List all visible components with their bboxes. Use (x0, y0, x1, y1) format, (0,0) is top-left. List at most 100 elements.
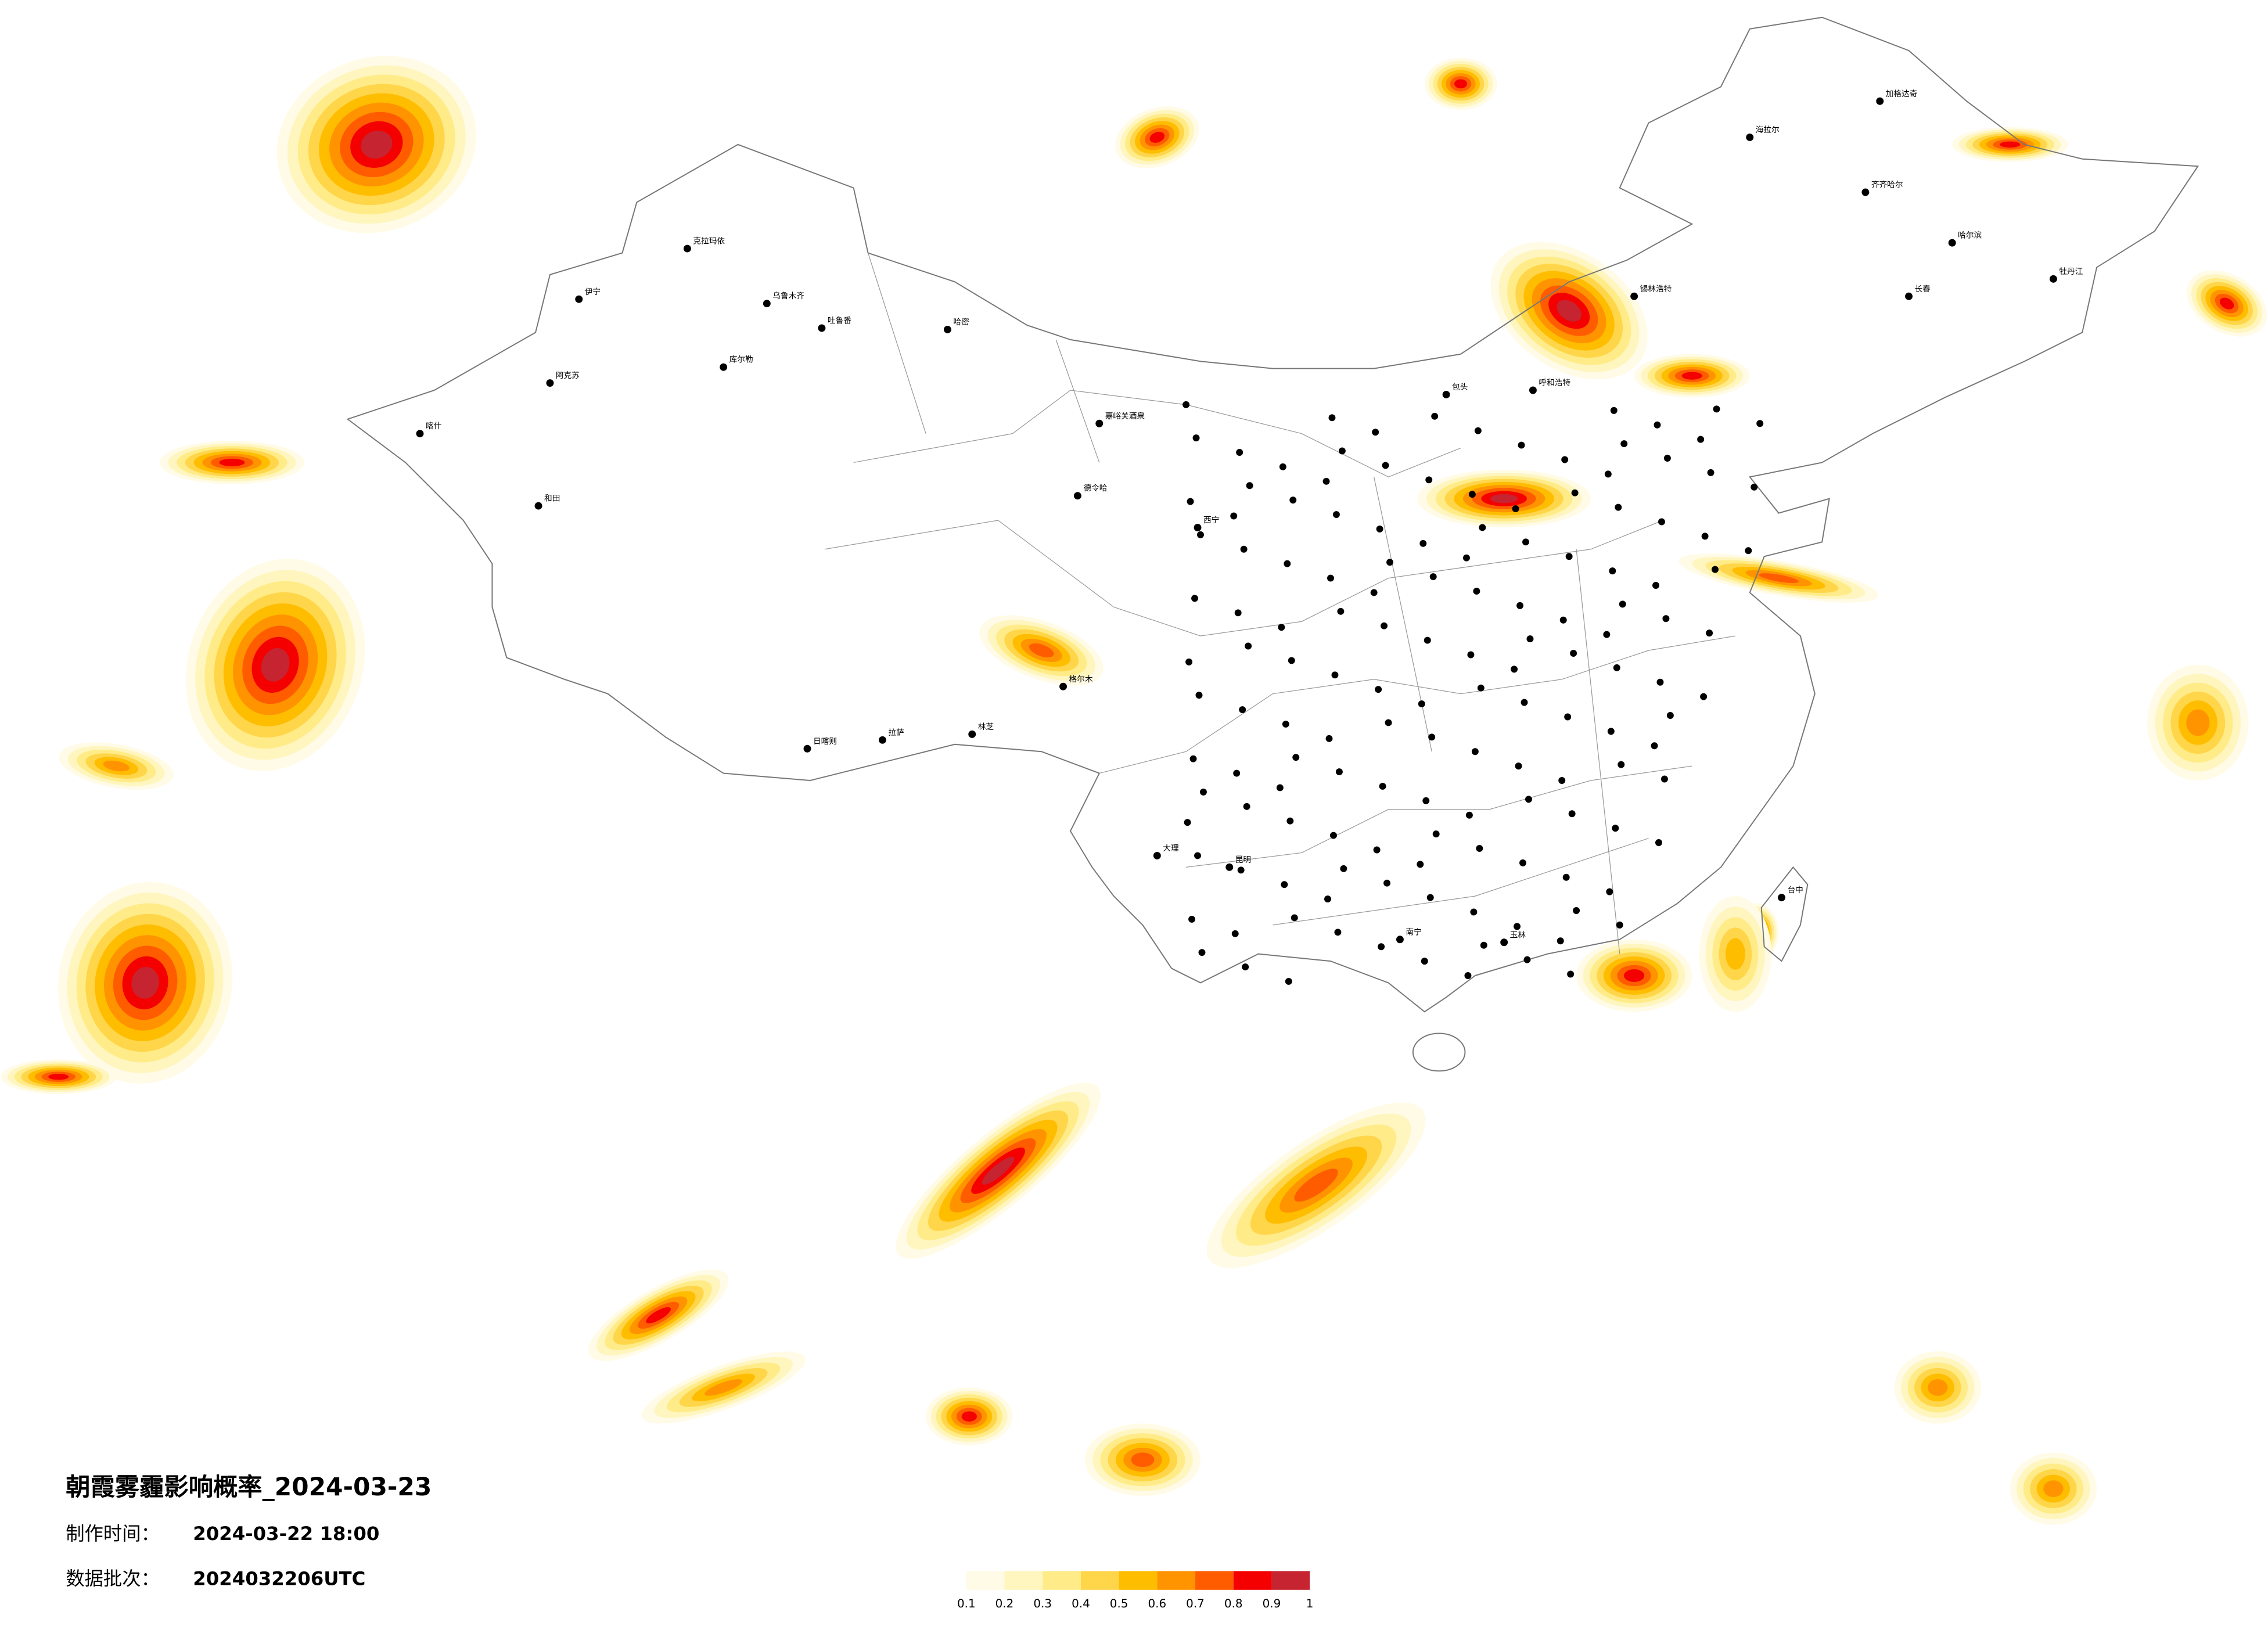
city-dot (1286, 817, 1294, 825)
city-dot (1651, 742, 1658, 750)
city-label: 阿克苏 (556, 371, 580, 380)
hainan (1412, 1033, 1466, 1072)
city-dot (1422, 797, 1430, 804)
city-dot (1282, 720, 1289, 728)
make-time-label: 制作时间： (66, 1523, 160, 1545)
city-label: 拉萨 (888, 728, 904, 738)
city-dot (1654, 421, 1661, 429)
legend-tick-label: 1 (1306, 1597, 1314, 1610)
city-dot (1756, 420, 1764, 427)
city-dot (1663, 455, 1671, 462)
city-dot (1471, 748, 1479, 756)
city-dot (1418, 700, 1425, 708)
haze-patch (219, 458, 245, 467)
haze-patch (705, 1379, 743, 1396)
city-dot (1329, 832, 1337, 839)
title: 朝霞雾霾影响概率_2024-03-23 (66, 1473, 432, 1501)
legend-swatch (1080, 1571, 1119, 1590)
city-dot (1470, 908, 1478, 916)
city-dot (943, 325, 951, 333)
haze-patch (1490, 494, 1518, 503)
city-dot (1231, 930, 1239, 937)
city-dot (1332, 511, 1340, 519)
city-dot (1194, 523, 1202, 531)
city-dot (1519, 859, 1526, 866)
city-dot (1288, 657, 1295, 664)
city-dot (1442, 390, 1450, 398)
city-dot (1182, 401, 1190, 408)
city-label: 呼和浩特 (1539, 379, 1570, 388)
city-dot (1522, 538, 1529, 546)
city-dot (1278, 624, 1285, 631)
city-label: 日喀则 (813, 737, 837, 746)
taiwan (1760, 866, 1809, 962)
city-dot (1511, 665, 1518, 673)
city-dot (1619, 600, 1626, 608)
city-dot (1746, 133, 1754, 141)
city-dot (1370, 589, 1378, 596)
city-dot (1462, 554, 1470, 562)
city-dot (1192, 434, 1200, 442)
city-dot (1662, 615, 1670, 623)
city-dot (1701, 533, 1709, 540)
make-time: 2024-03-22 18:00 (193, 1523, 379, 1545)
city-label: 伊宁 (585, 287, 601, 297)
city-dot (1559, 616, 1567, 624)
city-dot (575, 295, 583, 303)
city-dot (1630, 292, 1638, 300)
legend-tick-label: 0.8 (1224, 1597, 1243, 1610)
city-dot (1778, 894, 1785, 902)
city-dot (1230, 512, 1238, 520)
city-dot (1396, 936, 1404, 944)
china-outline (346, 16, 2199, 1013)
city-label: 林芝 (978, 722, 994, 732)
city-dot (1700, 693, 1708, 700)
city-dot (1861, 188, 1870, 196)
batch: 2024032206UTC (193, 1567, 365, 1589)
legend-swatch (1157, 1571, 1196, 1590)
city-dot (1417, 861, 1424, 868)
city-dot (1467, 651, 1475, 659)
city-dot (1337, 607, 1345, 615)
city-label: 西宁 (1203, 515, 1219, 525)
city-dot (1292, 754, 1300, 761)
city-dot (683, 244, 691, 253)
city-dot (1385, 719, 1392, 726)
city-dot (1697, 436, 1705, 443)
city-dot (1184, 819, 1191, 826)
city-dot (1707, 469, 1715, 476)
city-dot (1373, 846, 1381, 854)
city-dot (1187, 498, 1194, 505)
haze-patch (1557, 300, 1582, 322)
city-dot (1073, 492, 1081, 500)
legend-tick-label: 0.4 (1072, 1597, 1090, 1610)
legend: 0.1 0.2 0.3 0.4 0.5 0.6 0.7 0.8 0.9 1 (957, 1571, 1314, 1610)
city-dot (1477, 684, 1485, 692)
city-dot (1240, 545, 1248, 553)
city-dot (1603, 631, 1611, 638)
legend-tick-label: 0.3 (1033, 1597, 1052, 1610)
haze-patch (1759, 573, 1799, 583)
haze-patch (1454, 79, 1467, 89)
city-dot (878, 736, 886, 744)
haze-patch (1624, 969, 1645, 982)
haze-patch (1149, 132, 1165, 143)
city-dot (1189, 755, 1197, 762)
city-dot (1328, 414, 1336, 422)
city-label: 格尔木 (1069, 675, 1093, 684)
city-dot (1468, 491, 1476, 498)
legend-swatch (1043, 1571, 1081, 1590)
city-label: 玉林 (1510, 930, 1526, 940)
city-dot (1609, 567, 1616, 575)
haze-patch (2000, 141, 2021, 148)
city-label: 德令哈 (1083, 484, 1107, 493)
city-dot (1386, 559, 1394, 566)
haze-patch (2219, 297, 2234, 310)
city-dot (1188, 915, 1196, 923)
legend-tick-label: 0.7 (1186, 1597, 1205, 1610)
city-dot (1243, 803, 1250, 810)
city-label: 海拉尔 (1756, 125, 1780, 135)
city-dot (1327, 574, 1334, 582)
